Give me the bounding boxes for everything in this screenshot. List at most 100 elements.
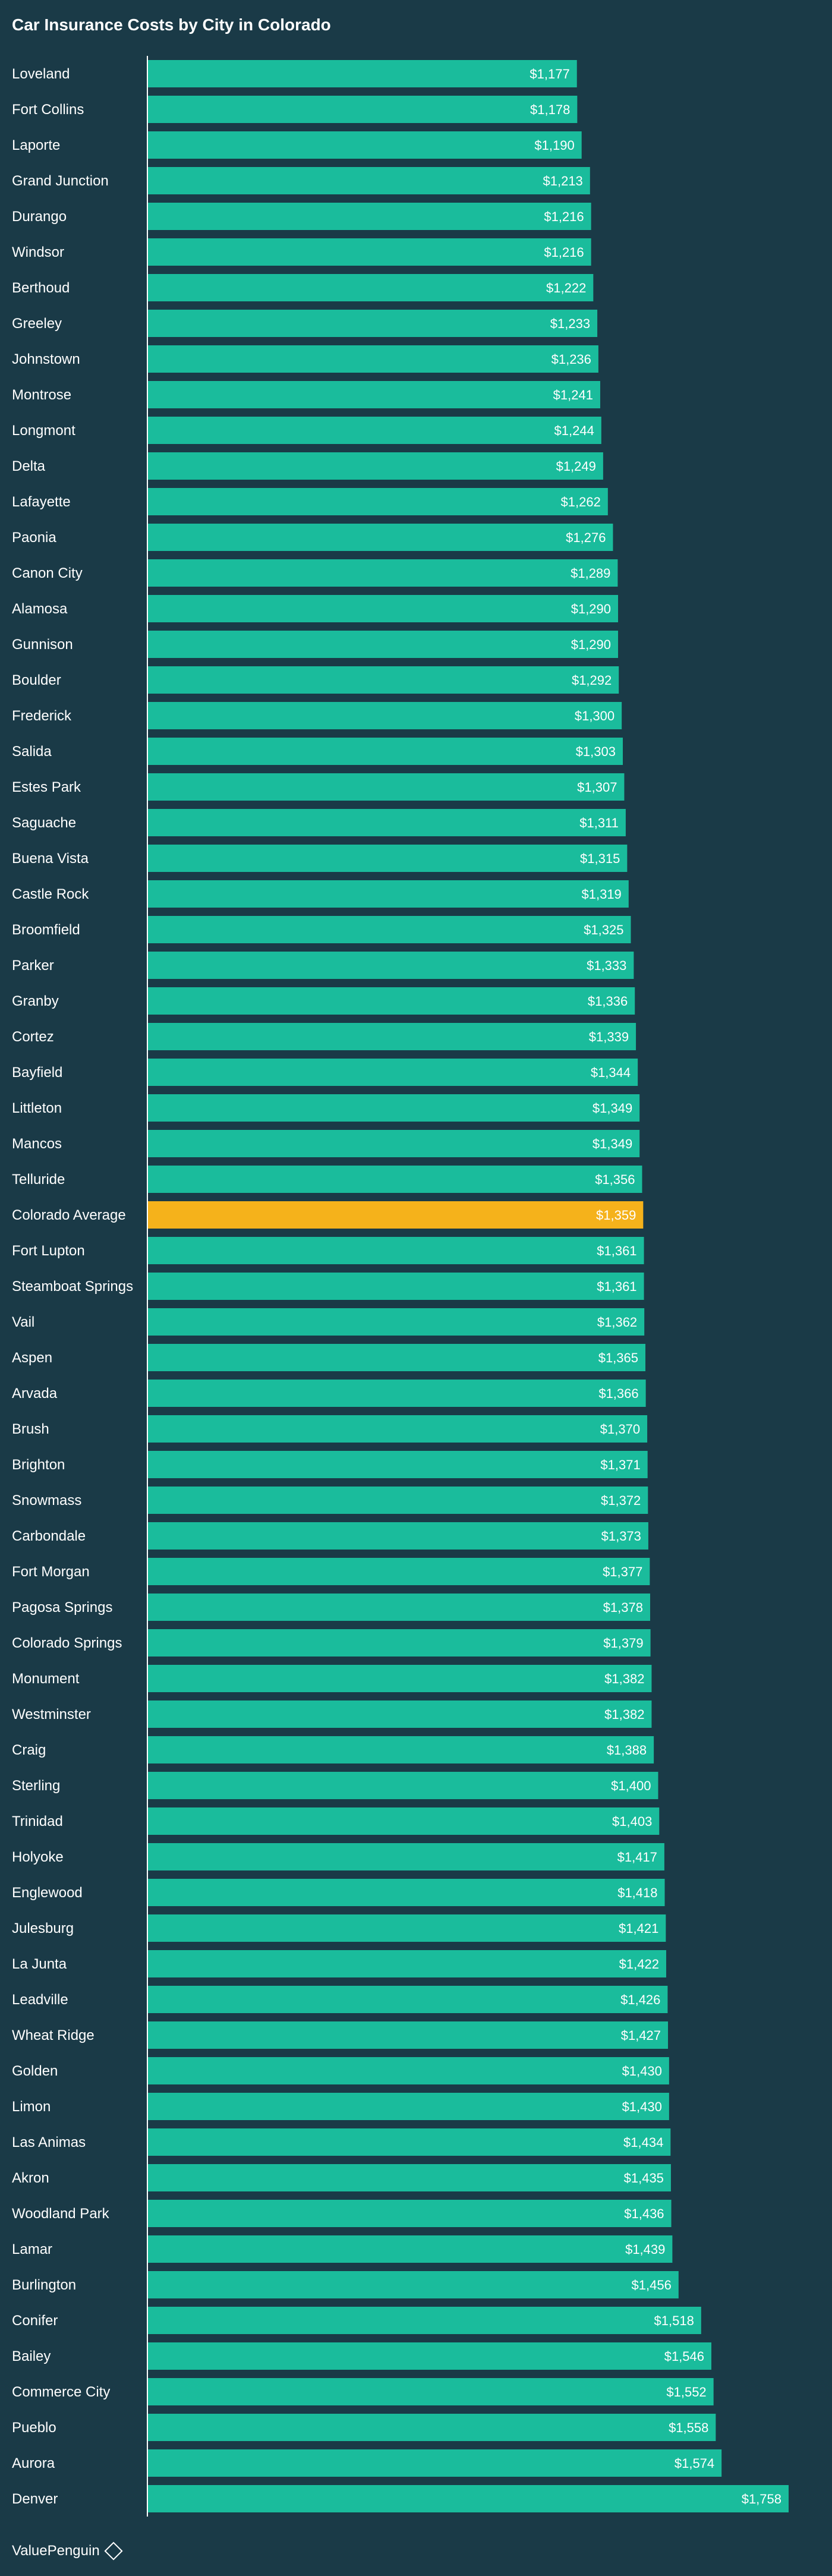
category-label: Littleton xyxy=(12,1100,62,1116)
bar xyxy=(148,1665,652,1692)
value-label: $1,372 xyxy=(601,1493,641,1508)
category-label: Cortez xyxy=(12,1029,54,1045)
value-label: $1,319 xyxy=(582,887,622,902)
bar xyxy=(148,738,623,765)
category-label: Estes Park xyxy=(12,779,81,795)
category-label: Bayfield xyxy=(12,1065,62,1081)
category-label: Montrose xyxy=(12,387,71,403)
value-label: $1,349 xyxy=(593,1136,632,1151)
value-label: $1,361 xyxy=(597,1279,636,1294)
category-label: Laporte xyxy=(12,137,60,153)
value-label: $1,300 xyxy=(575,708,614,723)
value-label: $1,249 xyxy=(556,459,596,474)
value-label: $1,430 xyxy=(622,2064,662,2079)
value-label: $1,276 xyxy=(566,530,606,545)
value-label: $1,430 xyxy=(622,2099,662,2114)
value-label: $1,403 xyxy=(612,1814,652,1829)
brand-logo: ValuePenguin xyxy=(12,2542,123,2561)
bar xyxy=(148,2271,679,2298)
bar xyxy=(148,2449,722,2477)
category-label: Greeley xyxy=(12,316,62,332)
bar xyxy=(148,167,590,194)
value-label: $1,303 xyxy=(576,744,616,759)
category-label: Akron xyxy=(12,2170,49,2186)
category-label: Monument xyxy=(12,1671,80,1687)
category-label: Lafayette xyxy=(12,494,71,510)
value-label: $1,377 xyxy=(603,1564,642,1579)
bar xyxy=(148,452,603,480)
bar xyxy=(148,1273,644,1300)
bar xyxy=(148,310,598,337)
value-label: $1,546 xyxy=(664,2349,704,2364)
bar xyxy=(148,1023,636,1050)
category-label: Castle Rock xyxy=(12,886,89,902)
bar xyxy=(148,845,628,872)
bar xyxy=(148,1308,645,1336)
value-label: $1,190 xyxy=(534,138,574,153)
category-label: Telluride xyxy=(12,1172,65,1188)
value-label: $1,344 xyxy=(591,1065,631,1080)
bar xyxy=(148,60,577,87)
bar xyxy=(148,1950,666,1977)
category-label: Gunnison xyxy=(12,637,73,653)
value-label: $1,236 xyxy=(551,352,591,367)
value-label: $1,359 xyxy=(596,1208,636,1223)
bar xyxy=(148,2200,672,2227)
value-label: $1,241 xyxy=(553,388,593,402)
value-label: $1,382 xyxy=(604,1707,644,1722)
value-label: $1,421 xyxy=(619,1921,658,1936)
category-label: La Junta xyxy=(12,1956,67,1972)
bar xyxy=(148,238,591,266)
bar xyxy=(148,595,619,622)
bar xyxy=(148,2128,671,2156)
category-label: Carbondale xyxy=(12,1528,86,1544)
chart-title: Car Insurance Costs by City in Colorado xyxy=(12,15,331,34)
bar xyxy=(148,1843,664,1870)
value-label: $1,558 xyxy=(669,2420,708,2435)
category-label: Salida xyxy=(12,744,52,760)
category-label: Fort Lupton xyxy=(12,1243,85,1259)
category-label: Granby xyxy=(12,993,59,1009)
bar xyxy=(148,2021,669,2049)
category-label: Colorado Average xyxy=(12,1207,126,1223)
bar xyxy=(148,880,629,908)
value-label: $1,417 xyxy=(617,1850,657,1865)
value-label: $1,315 xyxy=(580,851,620,866)
category-label: Denver xyxy=(12,2491,58,2507)
category-label: Boulder xyxy=(12,672,61,688)
brand-name: ValuePenguin xyxy=(12,2543,100,2559)
value-label: $1,178 xyxy=(530,102,570,117)
category-label: Windsor xyxy=(12,244,64,260)
value-label: $1,422 xyxy=(619,1957,659,1972)
category-label: Berthoud xyxy=(12,280,70,296)
value-label: $1,379 xyxy=(603,1636,643,1651)
category-label: Aspen xyxy=(12,1350,52,1366)
value-label: $1,518 xyxy=(654,2313,694,2328)
bar xyxy=(148,987,635,1015)
value-label: $1,356 xyxy=(595,1172,635,1187)
category-label: Aurora xyxy=(12,2455,55,2471)
value-label: $1,307 xyxy=(577,780,617,795)
bar xyxy=(148,631,619,658)
value-label: $1,365 xyxy=(598,1350,638,1365)
value-label: $1,311 xyxy=(579,815,619,830)
bar xyxy=(148,666,619,694)
category-label: Golden xyxy=(12,2063,58,2079)
value-label: $1,574 xyxy=(675,2456,714,2471)
category-label: Sterling xyxy=(12,1778,60,1794)
value-label: $1,222 xyxy=(546,281,586,295)
category-label: Buena Vista xyxy=(12,851,89,867)
category-label: Steamboat Springs xyxy=(12,1278,133,1295)
bar xyxy=(148,1415,648,1443)
bar xyxy=(148,524,613,551)
value-label: $1,388 xyxy=(607,1743,647,1758)
category-label: Grand Junction xyxy=(12,173,109,189)
value-label: $1,439 xyxy=(625,2242,665,2257)
bar xyxy=(148,96,578,123)
bar xyxy=(148,2378,714,2405)
category-label: Canon City xyxy=(12,565,83,581)
bar xyxy=(148,2057,669,2084)
bar xyxy=(148,1772,658,1799)
category-label: Fort Collins xyxy=(12,102,84,118)
